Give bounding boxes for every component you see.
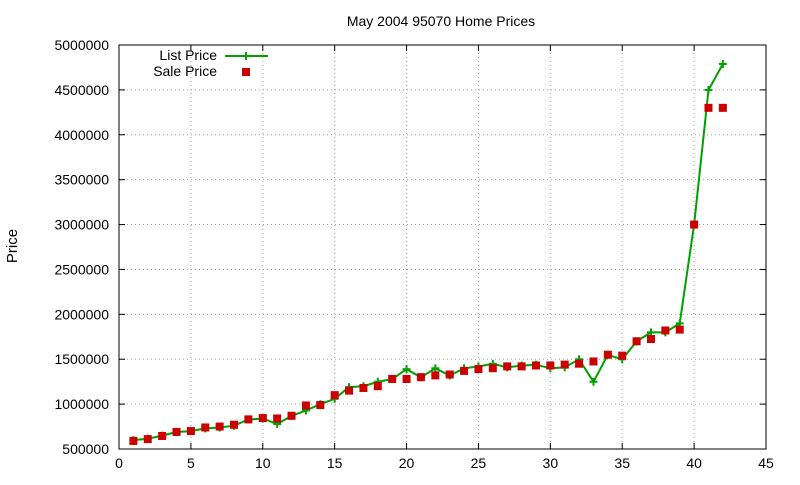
sale-price-point (201, 423, 210, 432)
sale-price-point (560, 360, 569, 369)
sale-price-point (402, 374, 411, 383)
sale-price-point (431, 371, 440, 380)
x-axis: 0 5 10 15 20 25 30 35 40 45 (115, 45, 774, 471)
sale-price-point (129, 436, 138, 445)
sale-price-point (172, 427, 181, 436)
sale-price-point (632, 337, 641, 346)
series-line-list-price (133, 63, 724, 442)
x-tick-label: 10 (255, 455, 271, 471)
y-tick-label: 2000000 (54, 306, 109, 322)
list-price-point (431, 364, 440, 373)
x-tick-label: 40 (686, 455, 702, 471)
sale-price-point (661, 326, 670, 335)
legend-marker-sale-price (242, 68, 250, 76)
sale-price-point (316, 401, 325, 410)
sale-price-point (273, 414, 282, 423)
x-tick-label: 0 (115, 455, 123, 471)
y-tick-label: 4500000 (54, 82, 109, 98)
chart-title: May 2004 95070 Home Prices (347, 13, 535, 29)
plot-frame (118, 44, 767, 450)
list-price-point (718, 59, 727, 68)
sale-price-point (618, 351, 627, 360)
y-tick-label: 3500000 (54, 172, 109, 188)
sale-price-point (718, 103, 727, 112)
x-tick-label: 5 (187, 455, 195, 471)
x-tick-label: 30 (543, 455, 559, 471)
sale-price-point (646, 335, 655, 344)
sale-price-point (388, 374, 397, 383)
sale-price-point (287, 411, 296, 420)
sale-price-point (301, 401, 310, 410)
legend: List Price Sale Price (153, 47, 268, 79)
y-axis: 500000 1000000 1500000 2000000 2500000 300000… (54, 37, 766, 457)
x-tick-label: 45 (758, 455, 774, 471)
sale-price-point (416, 373, 425, 382)
x-tick-label: 20 (399, 455, 415, 471)
sale-price-point (488, 364, 497, 373)
sale-price-point (517, 362, 526, 371)
y-tick-label: 5000000 (54, 37, 109, 53)
legend-swatch-list-price (225, 52, 268, 60)
sale-price-point (445, 370, 454, 379)
x-tick-label: 35 (614, 455, 630, 471)
sale-price-point (575, 359, 584, 368)
sale-price-point (503, 362, 512, 371)
y-axis-label: Price (4, 229, 21, 263)
legend-label-list-price: List Price (159, 47, 217, 63)
sale-price-point (330, 391, 339, 400)
sale-price-point (345, 386, 354, 395)
sale-price-point (546, 361, 555, 370)
grid (119, 45, 766, 449)
sale-price-point (258, 414, 267, 423)
series-points (129, 59, 727, 445)
series-lines (133, 63, 724, 442)
legend-marker-list-price (242, 52, 250, 60)
list-price-point (589, 377, 598, 386)
sale-price-point (460, 366, 469, 375)
sale-price-point (675, 325, 684, 334)
sale-price-point (690, 220, 699, 229)
sale-price-point (230, 420, 239, 429)
y-tick-label: 500000 (62, 441, 109, 457)
sale-price-point (244, 415, 253, 424)
sale-price-point (474, 365, 483, 374)
sale-price-point (603, 350, 612, 359)
x-tick-label: 25 (471, 455, 487, 471)
x-tick-label: 15 (327, 455, 343, 471)
y-tick-label: 1500000 (54, 351, 109, 367)
legend-swatch-sale-price (242, 68, 250, 76)
sale-price-point (589, 357, 598, 366)
sale-price-point (143, 435, 152, 444)
sale-price-point (186, 427, 195, 436)
sale-price-point (215, 422, 224, 431)
legend-label-sale-price: Sale Price (153, 63, 217, 79)
sale-price-point (531, 361, 540, 370)
sale-price-point (359, 383, 368, 392)
sale-price-point (704, 103, 713, 112)
list-price-point (402, 365, 411, 374)
list-price-point (704, 85, 713, 94)
y-tick-label: 3000000 (54, 217, 109, 233)
y-tick-label: 4000000 (54, 127, 109, 143)
y-tick-label: 1000000 (54, 396, 109, 412)
y-tick-label: 2500000 (54, 261, 109, 277)
sale-price-point (373, 382, 382, 391)
sale-price-point (158, 431, 167, 440)
